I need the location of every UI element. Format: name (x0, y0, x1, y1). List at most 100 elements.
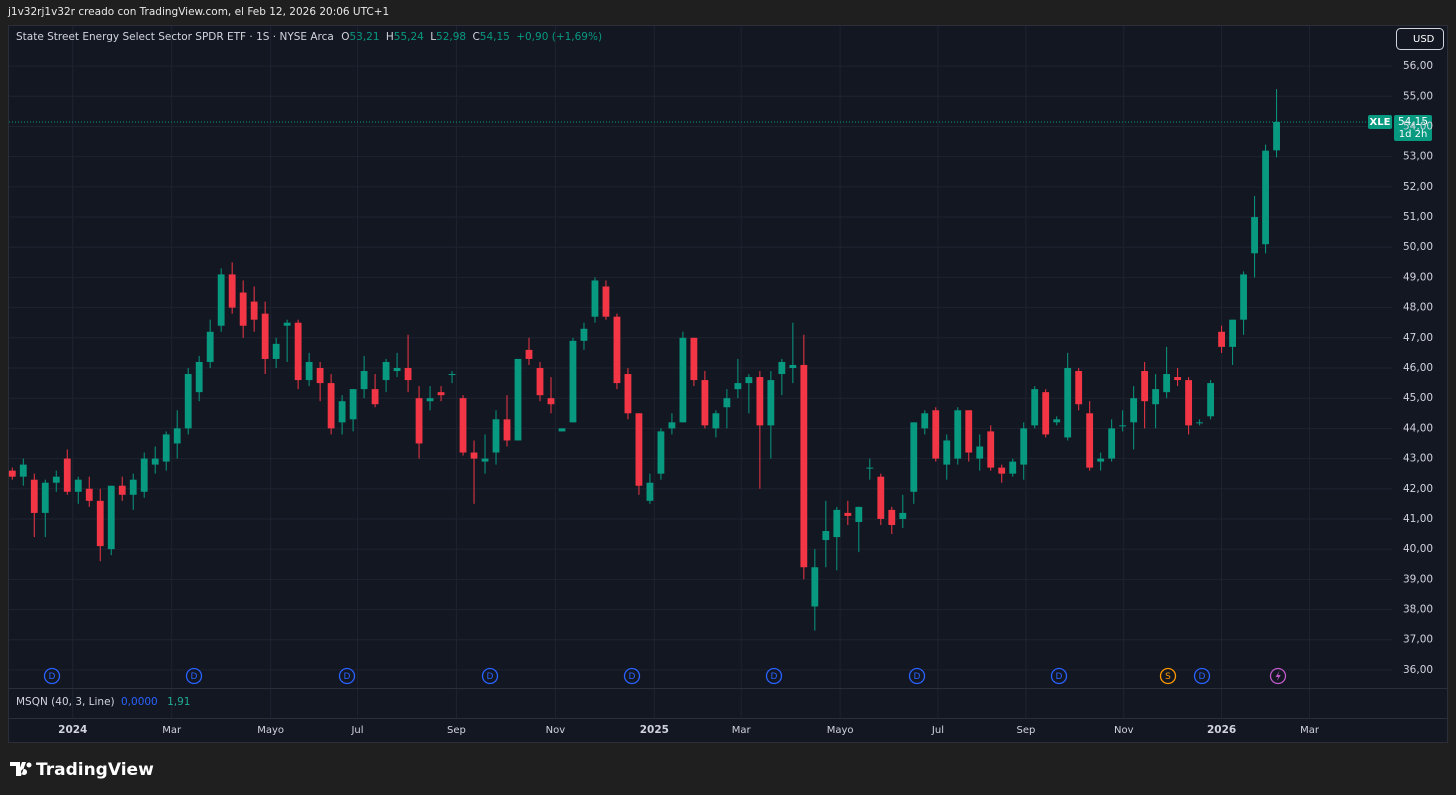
candle-body (624, 374, 632, 414)
candle-body (756, 377, 764, 426)
event-marker[interactable] (1159, 667, 1177, 685)
candle-body (349, 389, 357, 420)
event-marker-label[interactable]: D (1199, 672, 1206, 682)
candle-body (41, 482, 49, 513)
candle-body (272, 343, 280, 359)
event-marker[interactable] (481, 667, 499, 685)
event-marker-label[interactable]: D (629, 672, 636, 682)
candle-body (283, 322, 291, 326)
candle-body (393, 368, 401, 372)
indicator-legend: MSQN (40, 3, Line) 0,0000 1,91 (16, 696, 190, 708)
candle-body (151, 458, 159, 465)
candle-body (745, 377, 753, 384)
event-marker[interactable] (185, 667, 203, 685)
y-tick-label: 40,00 (1403, 543, 1433, 555)
candle-body (767, 380, 775, 426)
candle-body (107, 485, 115, 550)
event-marker-label[interactable]: D (1056, 672, 1063, 682)
event-marker[interactable] (43, 667, 61, 685)
legend-o-value: 53,21 (349, 31, 379, 43)
candle-body (85, 488, 93, 501)
candle-body (1141, 371, 1149, 402)
y-tick-label: 48,00 (1403, 302, 1433, 314)
event-marker-label[interactable]: D (914, 672, 921, 682)
y-tick-label: 52,00 (1403, 181, 1433, 193)
event-marker[interactable] (338, 667, 356, 685)
event-marker-label[interactable]: D (49, 672, 56, 682)
x-tick-label: Mayo (257, 725, 284, 736)
legend-h-value: 55,24 (394, 31, 424, 43)
candle-body (701, 380, 709, 426)
y-tick-label: 45,00 (1403, 392, 1433, 404)
candle-body (987, 431, 995, 468)
event-marker[interactable] (1050, 667, 1068, 685)
candle-body (129, 479, 137, 495)
y-tick-label: 44,00 (1403, 422, 1433, 434)
brand: TradingView (36, 760, 154, 780)
y-tick-label: 41,00 (1403, 513, 1433, 525)
x-tick-label: 2026 (1207, 724, 1236, 736)
price-tag-price: 54,15 (1398, 116, 1428, 128)
event-marker[interactable] (1193, 667, 1211, 685)
candle-body (382, 361, 390, 381)
indicator-value1: 0,0000 (121, 696, 158, 708)
currency[interactable]: USD (1413, 34, 1435, 45)
candle-body (1251, 217, 1258, 254)
y-tick-label: 55,00 (1403, 90, 1433, 102)
candle-body (1273, 121, 1280, 151)
candle-body (976, 446, 984, 459)
candle-body (514, 358, 522, 441)
candle-body (1064, 368, 1072, 438)
brand-icon (10, 762, 28, 776)
grid (9, 26, 1392, 718)
candle-body (1196, 422, 1204, 424)
event-marker[interactable] (765, 667, 783, 685)
candle-body (657, 431, 665, 474)
candle-body (734, 383, 742, 390)
candle-body (712, 413, 720, 429)
y-tick-label: 51,00 (1403, 211, 1433, 223)
candle-body (173, 428, 181, 444)
candle-body (1108, 428, 1116, 459)
candles (8, 89, 1280, 631)
candle-body (888, 509, 896, 525)
x-tick-label: Nov (546, 725, 566, 736)
candle-body (690, 337, 698, 381)
event-marker[interactable] (908, 667, 926, 685)
candle-body (822, 531, 830, 541)
event-marker-label[interactable]: S (1165, 672, 1171, 682)
candle-body (679, 337, 687, 423)
y-tick-label: 50,00 (1403, 241, 1433, 253)
candle-body (1152, 389, 1160, 405)
event-marker-label[interactable]: D (191, 672, 198, 682)
x-tick-label: Mayo (827, 725, 854, 736)
candle-body (1207, 383, 1215, 417)
currency-button[interactable] (1396, 28, 1444, 50)
candle-body (8, 470, 16, 477)
event-marker-label[interactable]: D (771, 672, 778, 682)
candle-body (910, 422, 918, 492)
x-tick-label: Sep (1016, 725, 1035, 736)
price-tag (1394, 114, 1432, 141)
candle-body (52, 476, 60, 483)
candle-body (371, 389, 379, 405)
candle-body (723, 398, 731, 408)
candle-body (239, 292, 247, 326)
y-tick-label: 43,00 (1403, 453, 1433, 465)
candle-body (481, 458, 489, 462)
candle-body (547, 398, 555, 405)
candle-body (294, 322, 302, 381)
event-marker-label[interactable]: D (344, 672, 351, 682)
event-marker-label[interactable]: D (487, 672, 494, 682)
price-tag-countdown: 1d 2h (1399, 129, 1428, 140)
candle-body (811, 567, 819, 607)
candle-body (668, 422, 676, 429)
candle-body (635, 413, 643, 486)
candle-body (1086, 413, 1094, 468)
candle-body (338, 401, 346, 423)
candle-body (1262, 150, 1269, 245)
candle-body (569, 340, 577, 423)
event-marker[interactable] (623, 667, 641, 685)
x-tick-label: 2025 (640, 724, 669, 736)
legend-symbol: State Street Energy Select Sector SPDR E… (16, 31, 334, 43)
